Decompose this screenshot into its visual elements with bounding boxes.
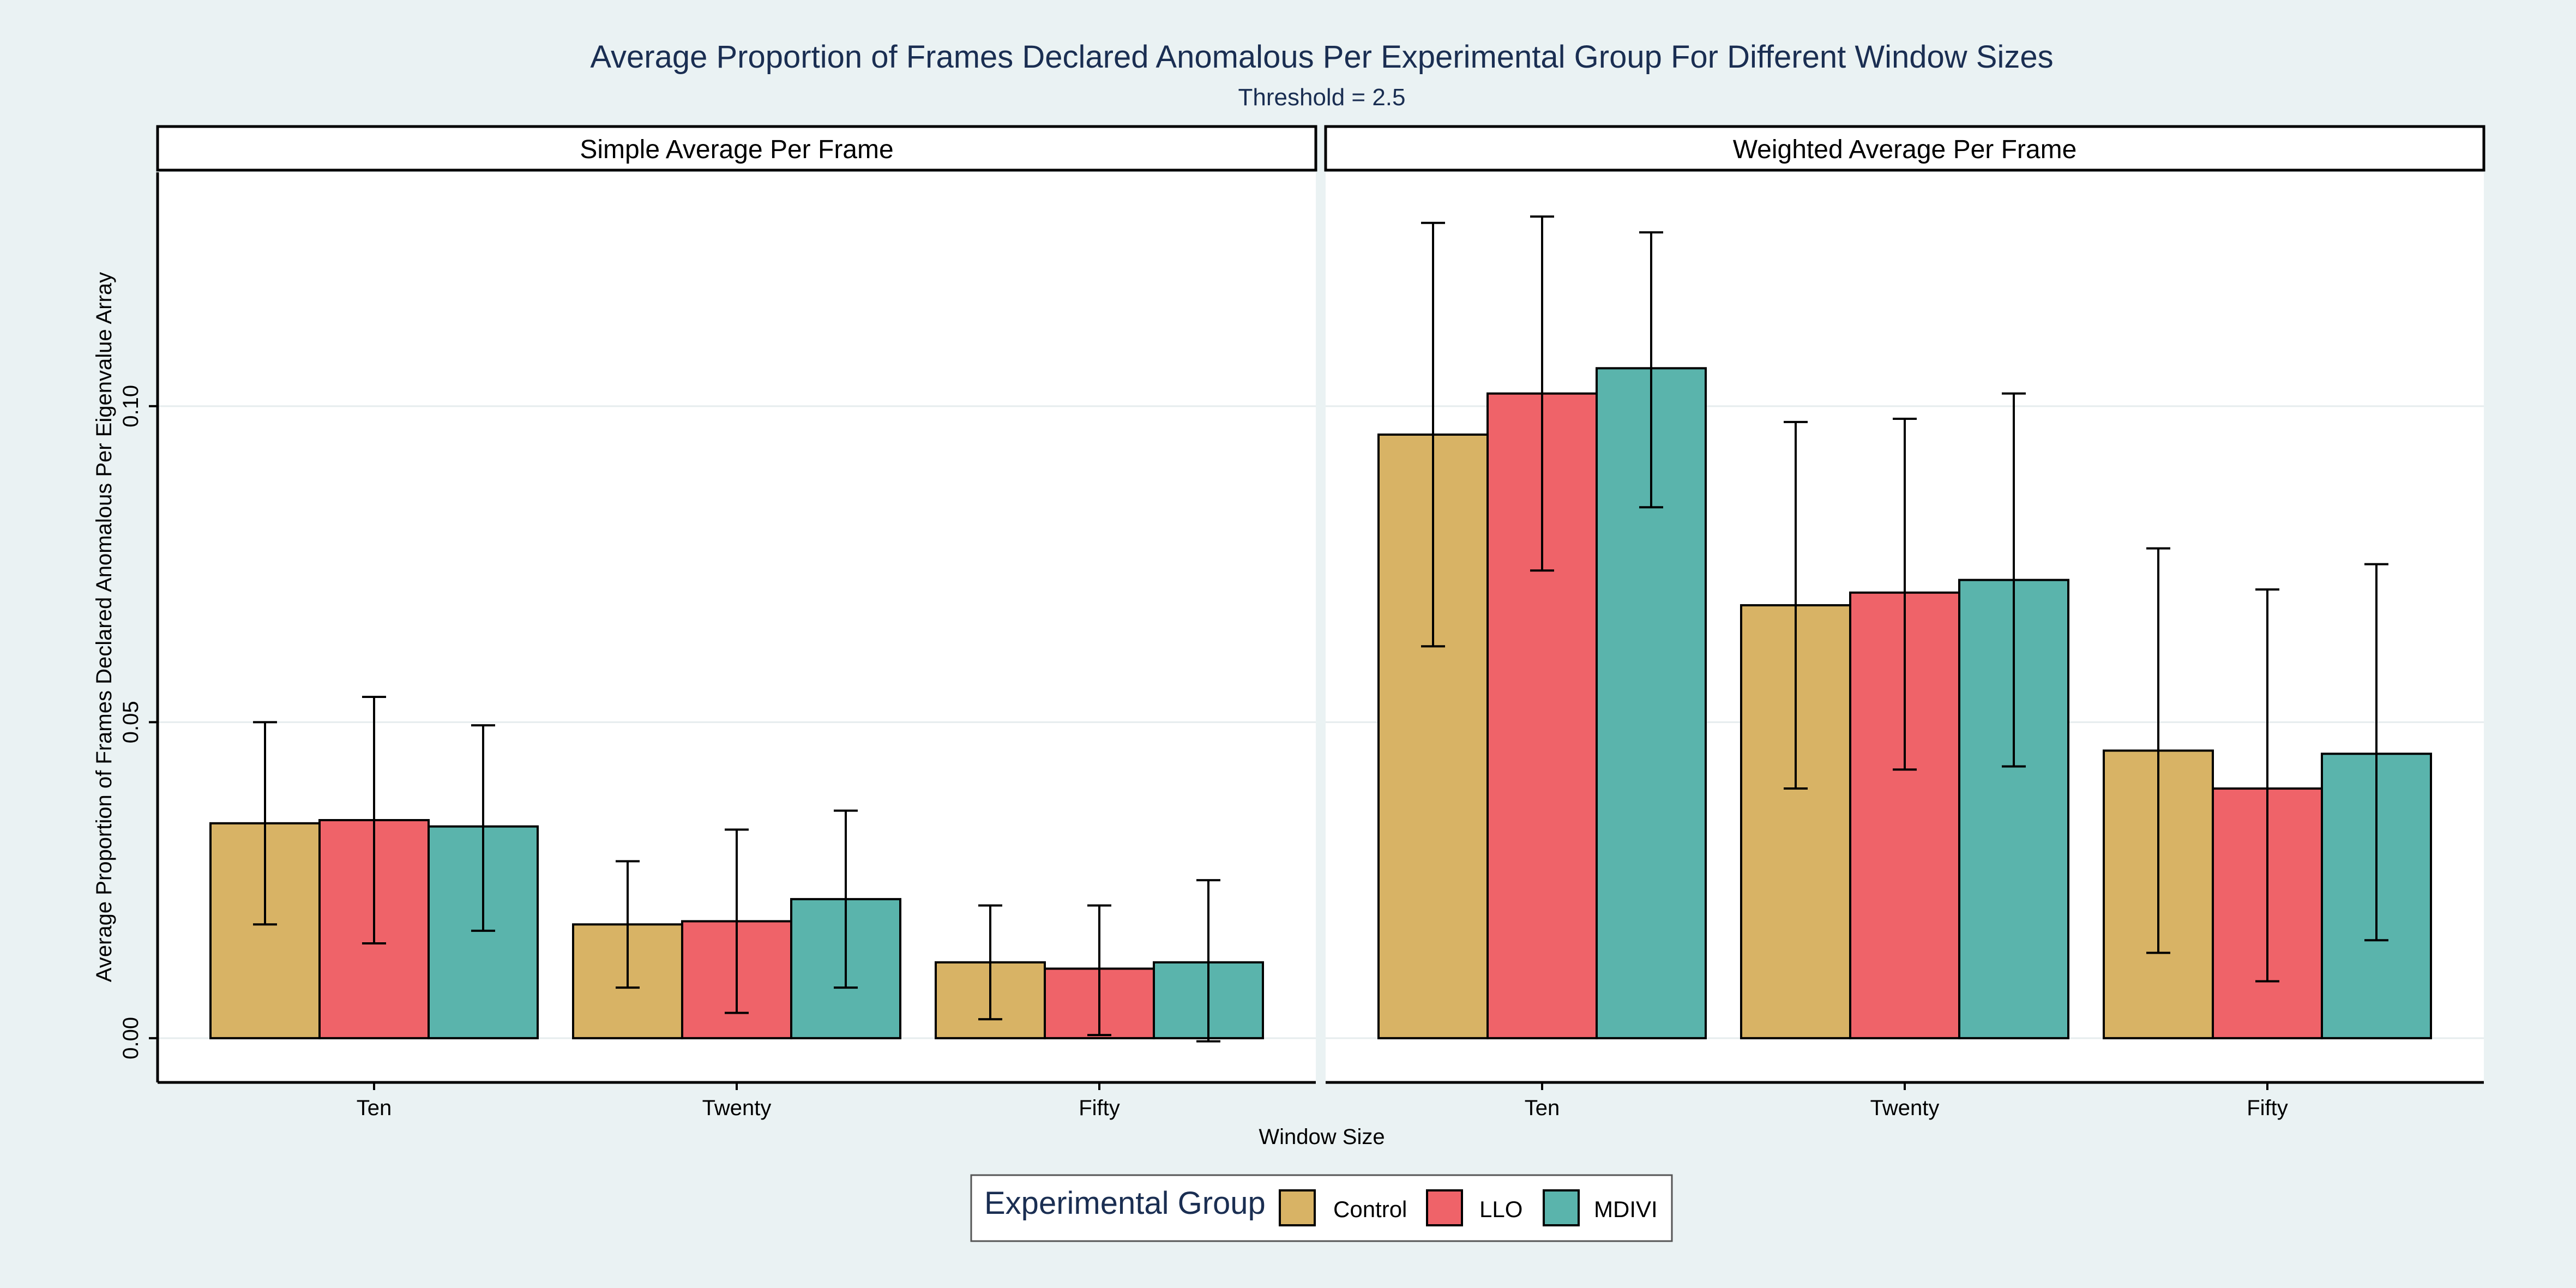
y-tick-label: 0.00 — [119, 1017, 143, 1060]
panel-strip — [156, 125, 1317, 172]
error-bar-mdivi-twenty — [834, 809, 858, 989]
x-tick-label: Fifty — [2247, 1096, 2288, 1120]
legend-entry-llo: LLO — [1426, 1189, 1522, 1226]
legend: Experimental Group Control LLO MDIVI — [970, 1174, 1673, 1242]
error-bar-mdivi-ten — [471, 724, 495, 932]
x-tick-label: Twenty — [702, 1096, 772, 1120]
error-bar-control-twenty — [1784, 420, 1808, 790]
legend-label: Control — [1333, 1196, 1407, 1222]
x-tick-label: Ten — [1525, 1096, 1560, 1120]
legend-key — [1426, 1189, 1463, 1226]
error-bar-llo-twenty — [1893, 418, 1917, 771]
chart-subtitle: Threshold = 2.5 — [1238, 84, 1406, 111]
panel-strip-label: Simple Average Per Frame — [580, 135, 893, 164]
panel-2: Weighted Average Per Frame Ten Twenty Fifty — [1324, 125, 2485, 1120]
x-tick-label: Fifty — [1079, 1096, 1120, 1120]
panel-strip — [1324, 125, 2485, 172]
y-axis-label: Average Proportion of Frames Declared An… — [92, 272, 116, 982]
legend-label: LLO — [1479, 1196, 1522, 1222]
y-tick-label: 0.05 — [119, 701, 143, 743]
error-bar-mdivi-ten — [1639, 231, 1663, 509]
x-tick-label: Twenty — [1870, 1096, 1940, 1120]
legend-entries: Control LLO MDIVI — [1279, 1189, 1658, 1226]
legend-title: Experimental Group — [984, 1185, 1266, 1221]
error-bar-llo-fifty — [2255, 588, 2279, 983]
error-bar-llo-twenty — [725, 828, 749, 1014]
x-tick-label: Ten — [357, 1096, 392, 1120]
legend-label: MDIVI — [1594, 1196, 1658, 1222]
legend-entry-mdivi: MDIVI — [1543, 1189, 1658, 1226]
panels: Simple Average Per Frame Ten Twenty Fifty 0.… — [119, 125, 2485, 1120]
error-bar-mdivi-twenty — [2002, 392, 2026, 768]
panel-strip-label: Weighted Average Per Frame — [1733, 135, 2077, 164]
error-bar-mdivi-fifty — [1196, 879, 1220, 1043]
error-bar-control-ten — [1421, 221, 1445, 648]
error-bar-llo-fifty — [1087, 904, 1111, 1037]
error-bar-mdivi-fifty — [2364, 563, 2388, 942]
error-bar-control-twenty — [616, 860, 640, 989]
x-axis-label: Window Size — [1259, 1125, 1385, 1149]
y-tick-label: 0.10 — [119, 385, 143, 428]
legend-key — [1543, 1189, 1580, 1226]
error-bar-llo-ten — [1530, 215, 1554, 572]
error-bar-control-fifty — [978, 904, 1002, 1021]
legend-entry-control: Control — [1279, 1189, 1407, 1226]
legend-key — [1279, 1189, 1316, 1226]
chart-title: Average Proportion of Frames Declared An… — [590, 39, 2053, 75]
error-bar-control-fifty — [2146, 547, 2170, 954]
error-bar-control-ten — [253, 721, 277, 926]
error-bar-llo-ten — [362, 695, 386, 945]
panel-1: Simple Average Per Frame Ten Twenty Fifty 0.… — [119, 125, 1317, 1120]
